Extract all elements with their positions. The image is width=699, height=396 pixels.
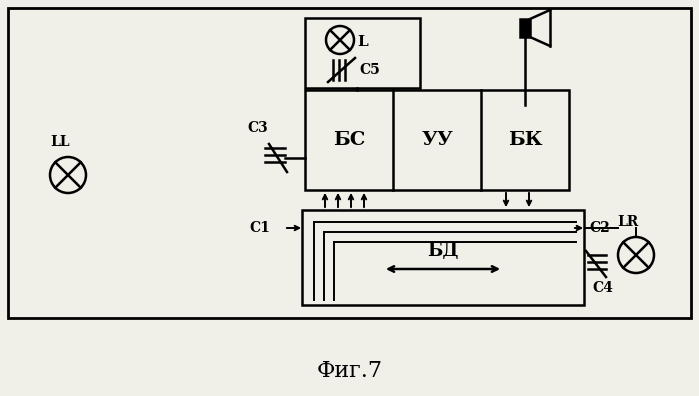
Text: С4: С4 (592, 281, 613, 295)
Bar (305, 18, 420, 88)
Text: БД: БД (427, 242, 459, 260)
Text: С5: С5 (359, 63, 380, 77)
Text: С3: С3 (247, 121, 268, 135)
Text: LR: LR (617, 215, 639, 229)
Text: LL: LL (50, 135, 70, 149)
Bar (302, 210, 584, 305)
Text: С2: С2 (589, 221, 610, 235)
Bar (8, 8, 691, 318)
Text: Фиг.7: Фиг.7 (317, 360, 382, 382)
Text: С1: С1 (249, 221, 270, 235)
Text: БК: БК (507, 131, 542, 149)
Bar (520, 19, 530, 37)
Text: БС: БС (333, 131, 365, 149)
Bar (305, 90, 569, 190)
Text: УУ: УУ (421, 131, 453, 149)
Text: L: L (357, 35, 368, 49)
